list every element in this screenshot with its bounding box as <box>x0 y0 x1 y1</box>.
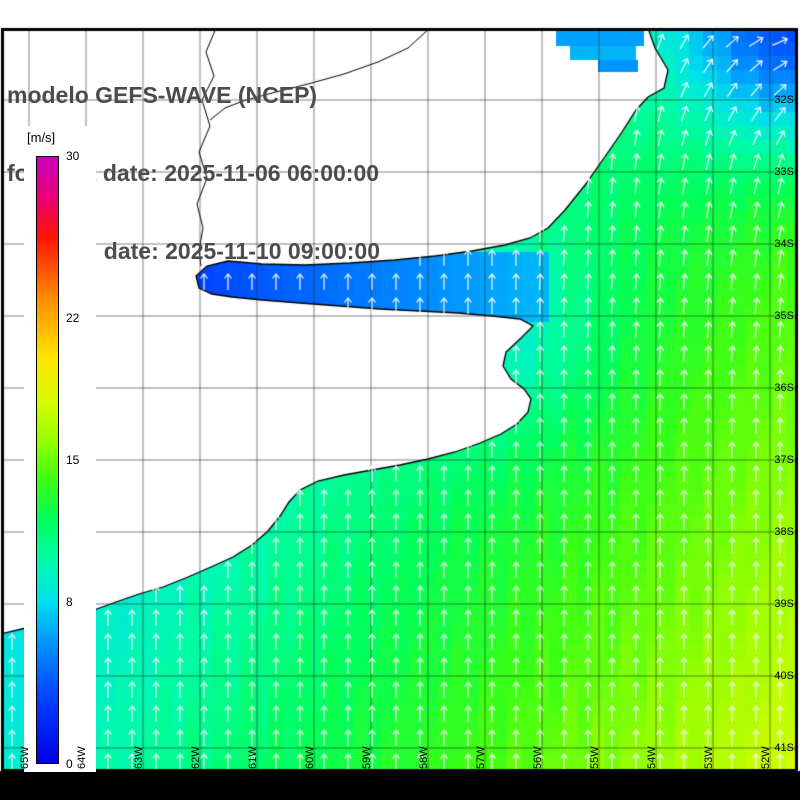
lon-label: 53W <box>703 746 715 769</box>
legend-tick-value: 22 <box>66 311 80 326</box>
lon-label: 65W <box>19 746 31 769</box>
lat-label: 39S <box>774 598 794 610</box>
lat-label: 34S <box>774 238 794 250</box>
lon-label: 58W <box>418 746 430 769</box>
lat-label: 37S <box>774 454 794 466</box>
lat-label: 32S <box>774 94 794 106</box>
wind-speed-legend: [m/s] 30 22 15 8 0 <box>24 126 96 772</box>
title-model-line: modelo GEFS-WAVE (NCEP) <box>7 82 318 108</box>
lat-label: 36S <box>774 382 794 394</box>
lon-label: 60W <box>304 746 316 769</box>
lon-label: 63W <box>133 746 145 769</box>
lon-label: 57W <box>475 746 487 769</box>
lon-label: 55W <box>589 746 601 769</box>
legend-tick-value: 15 <box>66 453 80 467</box>
lat-label: 40S <box>774 670 794 682</box>
lat-label: 33S <box>774 166 794 178</box>
legend-colorbar <box>36 156 59 764</box>
lon-label: 64W <box>76 746 88 769</box>
lon-label: 52W <box>760 746 772 769</box>
lon-label: 59W <box>361 746 373 769</box>
lon-label: 61W <box>247 746 259 769</box>
lon-label: 62W <box>190 746 202 769</box>
lat-label: 35S <box>774 310 794 322</box>
legend-units-label: [m/s] <box>27 130 56 145</box>
lat-label: 38S <box>774 526 794 538</box>
legend-tick-value: 0 <box>66 757 73 771</box>
legend-tick-value: 8 <box>66 594 73 609</box>
lon-label: 54W <box>646 746 658 769</box>
lat-label: 41S <box>774 742 794 754</box>
legend-tick-value: 30 <box>66 149 80 163</box>
lon-label: 56W <box>532 746 544 769</box>
